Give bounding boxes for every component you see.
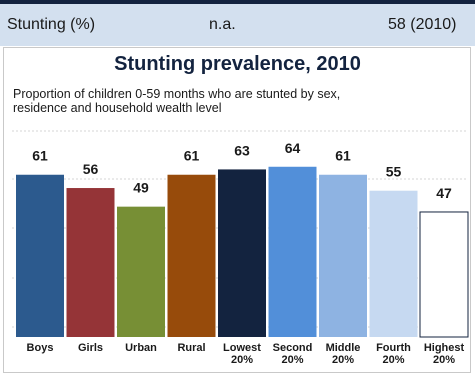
indicator-value: 58 (2010) <box>388 16 457 33</box>
indicator-label: Stunting (%) <box>7 16 96 33</box>
data-label: 47 <box>436 185 452 201</box>
bar-middle-20 <box>319 174 367 337</box>
category-label: Boys <box>27 342 54 354</box>
category-label: Middle 20% <box>326 342 361 366</box>
bar-girls <box>66 188 115 337</box>
bar-urban <box>117 206 165 337</box>
category-label: Lowest 20% <box>223 342 261 366</box>
bar-second-20 <box>268 166 317 337</box>
data-label: 61 <box>184 148 200 164</box>
chart-subtitle: Proportion of children 0-59 months who a… <box>13 87 341 115</box>
bar-lowest-20 <box>218 169 266 337</box>
category-label: Girls <box>78 342 103 354</box>
category-label: Rural <box>177 342 205 354</box>
indicator-row: Stunting (%) n.a. 58 (2010) <box>0 0 475 46</box>
category-label: Highest 20% <box>424 342 465 366</box>
data-label: 61 <box>335 148 351 164</box>
bar-boys <box>16 174 64 337</box>
data-label: 49 <box>133 180 149 196</box>
bar-fourth-20 <box>369 190 418 337</box>
data-label: 56 <box>83 161 99 177</box>
data-label: 64 <box>285 140 301 156</box>
indicator-national-value: n.a. <box>209 16 236 33</box>
data-label: 55 <box>386 164 402 180</box>
bar-rural <box>167 174 216 337</box>
data-label: 61 <box>32 148 48 164</box>
bar-highest-20 <box>419 211 469 338</box>
category-label: Urban <box>125 342 157 354</box>
category-label: Second 20% <box>273 342 313 366</box>
category-label: Fourth 20% <box>376 342 411 366</box>
data-label: 63 <box>234 142 250 158</box>
chart-title: Stunting prevalence, 2010 <box>114 53 361 75</box>
